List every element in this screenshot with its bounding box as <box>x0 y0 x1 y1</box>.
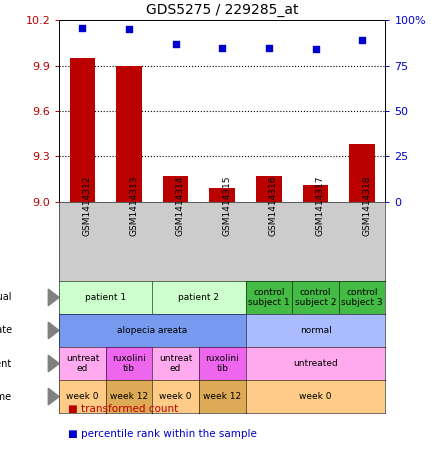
Text: ■ percentile rank within the sample: ■ percentile rank within the sample <box>68 429 257 439</box>
Bar <box>209 188 235 202</box>
Text: untreat
ed: untreat ed <box>159 354 192 373</box>
Text: week 0: week 0 <box>299 392 332 401</box>
Text: GSM1414318: GSM1414318 <box>362 175 371 236</box>
Bar <box>70 58 95 202</box>
Text: ruxolini
tib: ruxolini tib <box>205 354 239 373</box>
Text: disease state: disease state <box>0 325 12 336</box>
Point <box>172 40 179 48</box>
Point <box>359 37 366 44</box>
Text: week 0: week 0 <box>66 392 99 401</box>
Point <box>219 44 226 51</box>
Bar <box>163 176 188 202</box>
Text: ruxolini
tib: ruxolini tib <box>112 354 146 373</box>
Text: GSM1414317: GSM1414317 <box>315 175 325 236</box>
Text: time: time <box>0 391 12 402</box>
Text: week 0: week 0 <box>159 392 192 401</box>
Text: week 12: week 12 <box>203 392 241 401</box>
Bar <box>256 176 282 202</box>
Text: week 12: week 12 <box>110 392 148 401</box>
Polygon shape <box>48 289 59 306</box>
Text: control
subject 2: control subject 2 <box>295 288 336 307</box>
Bar <box>116 66 142 202</box>
Bar <box>303 185 328 202</box>
Text: patient 2: patient 2 <box>178 293 219 302</box>
Text: individual: individual <box>0 292 12 303</box>
Text: normal: normal <box>300 326 332 335</box>
Point <box>79 24 86 31</box>
Bar <box>350 144 375 202</box>
Text: GSM1414315: GSM1414315 <box>222 175 231 236</box>
Text: ■ transformed count: ■ transformed count <box>68 404 178 414</box>
Text: control
subject 3: control subject 3 <box>341 288 383 307</box>
Text: agent: agent <box>0 358 12 369</box>
Text: GSM1414316: GSM1414316 <box>269 175 278 236</box>
Text: GSM1414312: GSM1414312 <box>82 175 92 236</box>
Point <box>265 44 272 51</box>
Text: untreated: untreated <box>293 359 338 368</box>
Polygon shape <box>48 388 59 405</box>
Text: GSM1414313: GSM1414313 <box>129 175 138 236</box>
Polygon shape <box>48 355 59 372</box>
Text: control
subject 1: control subject 1 <box>248 288 290 307</box>
Point <box>126 26 133 33</box>
Point <box>312 46 319 53</box>
Text: GSM1414314: GSM1414314 <box>176 175 185 236</box>
Title: GDS5275 / 229285_at: GDS5275 / 229285_at <box>146 3 299 17</box>
Text: patient 1: patient 1 <box>85 293 126 302</box>
Text: untreat
ed: untreat ed <box>66 354 99 373</box>
Text: alopecia areata: alopecia areata <box>117 326 187 335</box>
Polygon shape <box>48 322 59 339</box>
